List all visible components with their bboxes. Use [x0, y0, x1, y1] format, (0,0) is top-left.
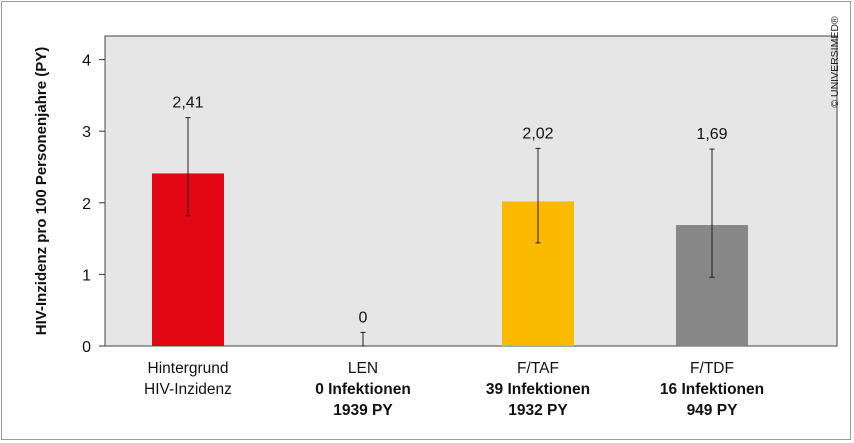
- category-label: 0 Infektionen: [315, 381, 411, 398]
- bars: [152, 173, 748, 346]
- y-axis-label: HIV-Inzidenz pro 100 Personenjahre (PY): [33, 47, 50, 335]
- category-label: 1939 PY: [333, 402, 393, 419]
- y-tick-label: 3: [82, 124, 91, 141]
- category-label: Hintergrund: [148, 360, 229, 377]
- category-label: 16 Infektionen: [660, 381, 764, 398]
- category-label: F/TDF: [690, 360, 734, 377]
- category-label: F/TAF: [517, 360, 559, 377]
- category-label: 39 Infektionen: [486, 381, 590, 398]
- y-tick-label: 4: [82, 53, 91, 70]
- value-label: 0: [359, 309, 368, 326]
- category-label: 1932 PY: [508, 402, 568, 419]
- value-label: 1,69: [696, 126, 727, 143]
- y-axis: 0 1 2 3 4: [82, 53, 105, 356]
- category-labels: Hintergrund HIV-Inzidenz LEN 0 Infektionen 1…: [144, 360, 764, 419]
- y-tick-label: 2: [82, 196, 91, 213]
- category-label: 949 PY: [687, 402, 739, 419]
- value-label: 2,02: [522, 125, 553, 142]
- value-label: 2,41: [172, 95, 203, 112]
- value-labels: 2,41 0 2,02 1,69: [172, 95, 727, 327]
- y-tick-label: 0: [82, 339, 91, 356]
- y-tick-label: 1: [82, 267, 91, 284]
- copyright-label: © UNIVERSIMED®: [829, 16, 841, 108]
- error-bars: [185, 117, 715, 347]
- category-label: LEN: [348, 360, 378, 377]
- category-label: HIV-Inzidenz: [144, 381, 232, 398]
